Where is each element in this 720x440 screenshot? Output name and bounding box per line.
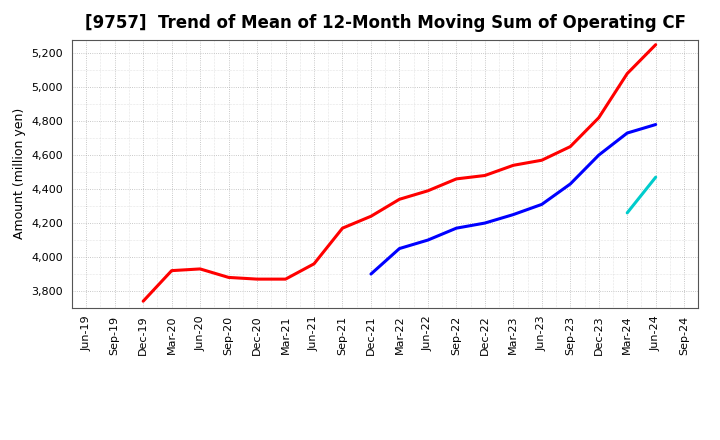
- Y-axis label: Amount (million yen): Amount (million yen): [13, 108, 26, 239]
- Title: [9757]  Trend of Mean of 12-Month Moving Sum of Operating CF: [9757] Trend of Mean of 12-Month Moving …: [85, 15, 685, 33]
